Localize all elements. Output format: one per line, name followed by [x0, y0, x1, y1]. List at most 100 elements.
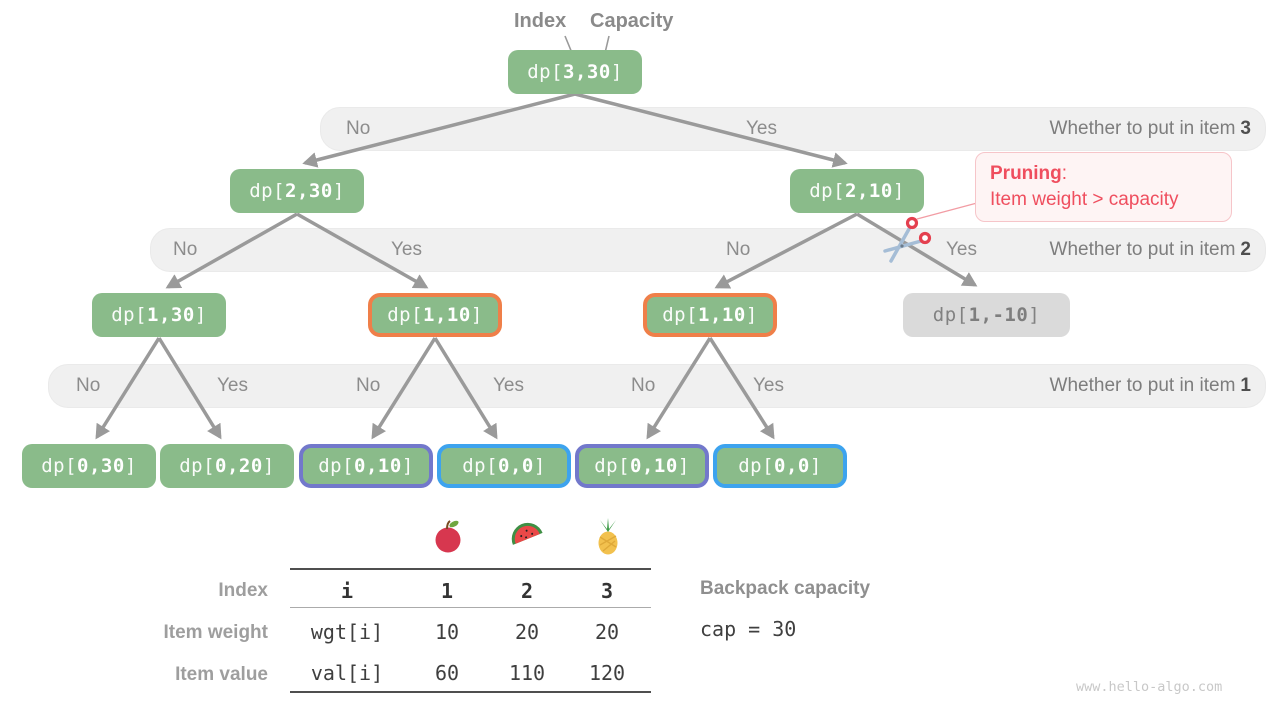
band-question-text: Whether to put in item	[1049, 239, 1236, 260]
dp-node-0-10-a: dp[0,10]	[299, 444, 433, 488]
dp-node-2-10: dp[2,10]	[790, 169, 924, 213]
node-args: 1,30	[147, 304, 195, 326]
band-question-text: Whether to put in item	[1049, 118, 1236, 139]
node-args: 1,10	[423, 304, 471, 326]
table-cell: 110	[508, 661, 546, 685]
branch-label: No	[346, 118, 371, 139]
node-text: ]	[401, 455, 414, 477]
pruning-title-line: Pruning:	[990, 161, 1231, 187]
watermark: www.hello-algo.com	[1076, 679, 1223, 695]
table-cell: 20	[594, 620, 620, 644]
node-args: 1,-10	[968, 304, 1029, 326]
band-question: Whether to put in item 1	[1050, 365, 1251, 407]
pruning-callout: Pruning: Item weight > capacity	[975, 152, 1232, 222]
branch-label: Yes	[753, 375, 784, 396]
node-text: ]	[194, 304, 207, 326]
node-text: dp[	[249, 180, 286, 202]
node-text: ]	[892, 180, 905, 202]
node-text: ]	[533, 455, 546, 477]
table-header-cell: 1	[440, 579, 454, 603]
dp-node-0-20: dp[0,20]	[160, 444, 294, 488]
decision-band-item-2: No Yes No Yes Whether to put in item 2	[150, 228, 1266, 272]
branch-label: No	[631, 375, 656, 396]
table-cell: 10	[434, 620, 460, 644]
node-text: dp[	[932, 304, 969, 326]
branch-label: Yes	[946, 239, 977, 260]
node-text: dp[	[462, 455, 499, 477]
node-args: 1,10	[698, 304, 746, 326]
node-text: dp[	[318, 455, 355, 477]
pineapple-icon	[598, 518, 618, 555]
dp-node-0-30: dp[0,30]	[22, 444, 156, 488]
node-args: 0,30	[77, 455, 125, 477]
node-text: ]	[610, 61, 623, 83]
band-question-item: 3	[1240, 118, 1251, 139]
table-cell: 120	[588, 661, 626, 685]
table-row-label: Item value	[175, 664, 268, 685]
table-cell: val[i]	[310, 661, 384, 685]
node-text: ]	[1028, 304, 1041, 326]
decision-band-item-3: No Yes Whether to put in item 3	[320, 107, 1266, 151]
band-question-item: 1	[1240, 375, 1251, 396]
table-rule-top	[290, 568, 651, 570]
pruning-title: Pruning	[990, 163, 1062, 184]
dp-node-1-30: dp[1,30]	[92, 293, 226, 337]
node-text: dp[	[738, 455, 775, 477]
node-args: 2,10	[845, 180, 893, 202]
band-question: Whether to put in item 2	[1050, 229, 1251, 271]
pruning-colon: :	[1061, 163, 1068, 184]
table-row-label: Index	[218, 580, 268, 601]
capacity-pointer-label: Capacity	[590, 10, 674, 32]
table-row-label: Item weight	[163, 622, 268, 643]
decision-band-item-1: No Yes No Yes No Yes Whether to put in i…	[48, 364, 1266, 408]
node-args: 0,0	[774, 455, 810, 477]
table-cell: wgt[i]	[310, 620, 384, 644]
table-cell: 20	[514, 620, 540, 644]
band-question-item: 2	[1240, 239, 1251, 260]
table-header-cell: i	[340, 579, 354, 603]
node-text: ]	[677, 455, 690, 477]
node-text: ]	[745, 304, 758, 326]
node-text: dp[	[387, 304, 424, 326]
node-args: 0,20	[215, 455, 263, 477]
node-text: ]	[332, 180, 345, 202]
node-args: 0,10	[354, 455, 402, 477]
watermelon-icon	[511, 522, 543, 545]
dp-node-1-10-b: dp[1,10]	[643, 293, 777, 337]
dp-node-0-0-a: dp[0,0]	[437, 444, 571, 488]
branch-label: Yes	[391, 239, 422, 260]
branch-label: No	[356, 375, 381, 396]
node-text: dp[	[662, 304, 699, 326]
branch-label: Yes	[746, 118, 777, 139]
node-text: ]	[470, 304, 483, 326]
dp-node-0-10-b: dp[0,10]	[575, 444, 709, 488]
table-cell: 60	[434, 661, 460, 685]
table-header-cell: 2	[520, 579, 534, 603]
branch-label: Yes	[493, 375, 524, 396]
dp-node-3-30: dp[3,30]	[508, 50, 642, 94]
backpack-capacity-code: cap = 30	[700, 617, 797, 641]
dp-node-1-10-a: dp[1,10]	[368, 293, 502, 337]
node-text: ]	[124, 455, 137, 477]
node-args: 0,0	[498, 455, 534, 477]
dp-node-2-30: dp[2,30]	[230, 169, 364, 213]
dp-node-1-neg10: dp[1,-10]	[903, 293, 1070, 337]
node-text: dp[	[809, 180, 846, 202]
dp-node-0-0-b: dp[0,0]	[713, 444, 847, 488]
branch-label: No	[726, 239, 751, 260]
table-header-cell: 3	[600, 579, 614, 603]
apple-icon	[435, 520, 461, 553]
pruning-connector-line	[916, 202, 978, 220]
branch-label: No	[173, 239, 198, 260]
table-rule-bottom	[290, 691, 651, 693]
branch-label: Yes	[217, 375, 248, 396]
node-text: dp[	[41, 455, 78, 477]
node-args: 3,30	[563, 61, 611, 83]
node-args: 0,10	[630, 455, 678, 477]
node-text: ]	[809, 455, 822, 477]
node-text: dp[	[111, 304, 148, 326]
band-question-text: Whether to put in item	[1049, 375, 1236, 396]
backpack-capacity-label: Backpack capacity	[700, 578, 871, 599]
index-pointer-label: Index	[514, 10, 567, 32]
